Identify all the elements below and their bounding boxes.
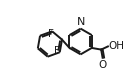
Text: F: F (54, 46, 60, 56)
Text: F: F (48, 29, 54, 39)
Text: O: O (99, 60, 107, 70)
Text: N: N (76, 17, 85, 27)
Text: OH: OH (108, 41, 124, 51)
